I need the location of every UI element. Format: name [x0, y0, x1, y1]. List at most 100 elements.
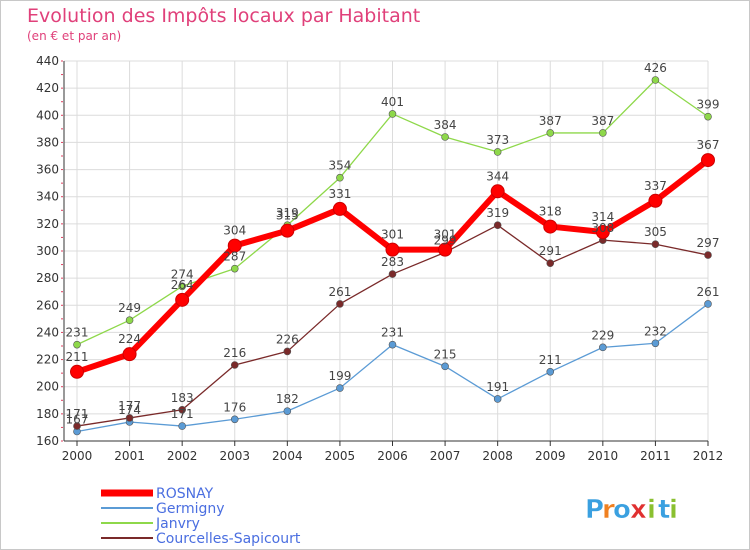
- data-label: 299: [434, 233, 457, 247]
- data-label: 174: [118, 403, 141, 417]
- data-point: [438, 242, 453, 257]
- logo-letter: r: [602, 495, 615, 525]
- data-label: 314: [591, 210, 614, 224]
- data-label: 171: [171, 407, 194, 421]
- logo-letter: i: [669, 495, 678, 525]
- minor-tick: [61, 74, 63, 76]
- data-label: 182: [276, 392, 299, 406]
- data-point: [336, 384, 344, 392]
- y-tick-label: 400: [36, 108, 59, 122]
- y-tick-label: 260: [36, 298, 59, 312]
- x-tick-label: 2003: [219, 449, 250, 463]
- data-point: [493, 148, 502, 156]
- x-tick-label: 2002: [167, 449, 198, 463]
- data-label: 399: [697, 98, 720, 112]
- logo-letter: t: [658, 495, 670, 525]
- data-label: 384: [434, 118, 457, 132]
- data-label: 315: [276, 209, 299, 223]
- grid-layer: [64, 60, 709, 442]
- data-label: 319: [276, 206, 299, 220]
- x-tick-label: 2009: [535, 449, 566, 463]
- data-point: [336, 300, 344, 308]
- data-label: 367: [697, 138, 720, 152]
- data-label: 261: [697, 285, 720, 299]
- minor-tick: [61, 331, 63, 333]
- legend-label: Janvry: [155, 516, 200, 532]
- data-label: 354: [328, 159, 351, 173]
- data-point: [280, 223, 295, 238]
- y-tick-label: 220: [36, 353, 59, 367]
- y-tick-label: 440: [36, 54, 59, 68]
- x-tick-label: 2001: [114, 449, 145, 463]
- data-label: 191: [486, 380, 509, 394]
- data-point: [599, 129, 607, 137]
- minor-tick: [61, 169, 63, 171]
- logo-letter: P: [585, 495, 604, 525]
- minor-tick: [61, 236, 63, 238]
- legend-label: ROSNAY: [156, 486, 214, 502]
- data-label: 216: [223, 346, 246, 360]
- data-label: 231: [66, 326, 89, 340]
- x-tick-label: 2008: [482, 449, 513, 463]
- minor-tick: [61, 386, 63, 388]
- data-label: 199: [328, 369, 351, 383]
- data-label: 183: [171, 391, 194, 405]
- data-point: [701, 153, 715, 168]
- y-tick-label: 420: [36, 81, 59, 95]
- y-tick-label: 380: [36, 135, 59, 149]
- chart-title: Evolution des Impôts locaux par Habitant: [27, 5, 421, 27]
- minor-tick: [61, 209, 63, 211]
- data-label: 211: [66, 350, 89, 364]
- data-label: 231: [381, 326, 404, 340]
- data-label: 274: [171, 267, 194, 281]
- data-label: 167: [66, 413, 89, 427]
- data-label: 226: [276, 332, 299, 346]
- data-label: 305: [644, 225, 667, 239]
- data-point: [332, 201, 347, 216]
- minor-tick: [61, 413, 63, 415]
- x-tick-label: 2012: [693, 449, 724, 463]
- data-label: 232: [644, 324, 667, 338]
- data-point: [283, 407, 292, 415]
- data-point: [599, 343, 607, 352]
- x-tick-label: 2000: [62, 449, 93, 463]
- data-point: [227, 238, 242, 253]
- minor-tick: [61, 250, 63, 252]
- x-tick-label: 2007: [430, 449, 461, 463]
- data-label: 301: [381, 228, 404, 242]
- legend-label: Courcelles-Sapicourt: [156, 531, 301, 547]
- minor-tick: [61, 359, 63, 361]
- minor-tick: [61, 60, 63, 62]
- x-tick-label: 2006: [377, 449, 408, 463]
- y-tick-label: 240: [36, 325, 59, 339]
- minor-tick: [61, 101, 63, 103]
- data-label: 176: [223, 400, 246, 414]
- data-point: [595, 225, 610, 239]
- data-label: 401: [381, 95, 404, 109]
- proxiti-logo: Pro x i ti: [585, 495, 678, 526]
- data-point: [648, 193, 663, 208]
- data-label: 297: [697, 236, 720, 250]
- minor-tick: [61, 318, 63, 320]
- y-tick-label: 200: [36, 380, 59, 394]
- data-label: 331: [328, 187, 351, 201]
- minor-tick: [61, 345, 63, 347]
- minor-tick: [61, 304, 63, 306]
- data-label: 344: [486, 169, 509, 183]
- data-point: [441, 133, 449, 141]
- minor-tick: [61, 264, 63, 266]
- data-label: 283: [381, 255, 404, 269]
- data-point: [651, 339, 660, 348]
- data-point: [704, 251, 712, 259]
- data-point: [230, 415, 239, 424]
- logo-letter: o: [613, 495, 631, 525]
- minor-tick: [61, 372, 63, 374]
- minor-tick: [61, 223, 63, 225]
- x-tick-label: 2005: [325, 449, 356, 463]
- data-label: 261: [328, 285, 351, 299]
- data-point: [175, 292, 190, 307]
- data-point: [178, 282, 186, 291]
- data-label: 249: [118, 301, 141, 315]
- data-label: 291: [539, 244, 562, 258]
